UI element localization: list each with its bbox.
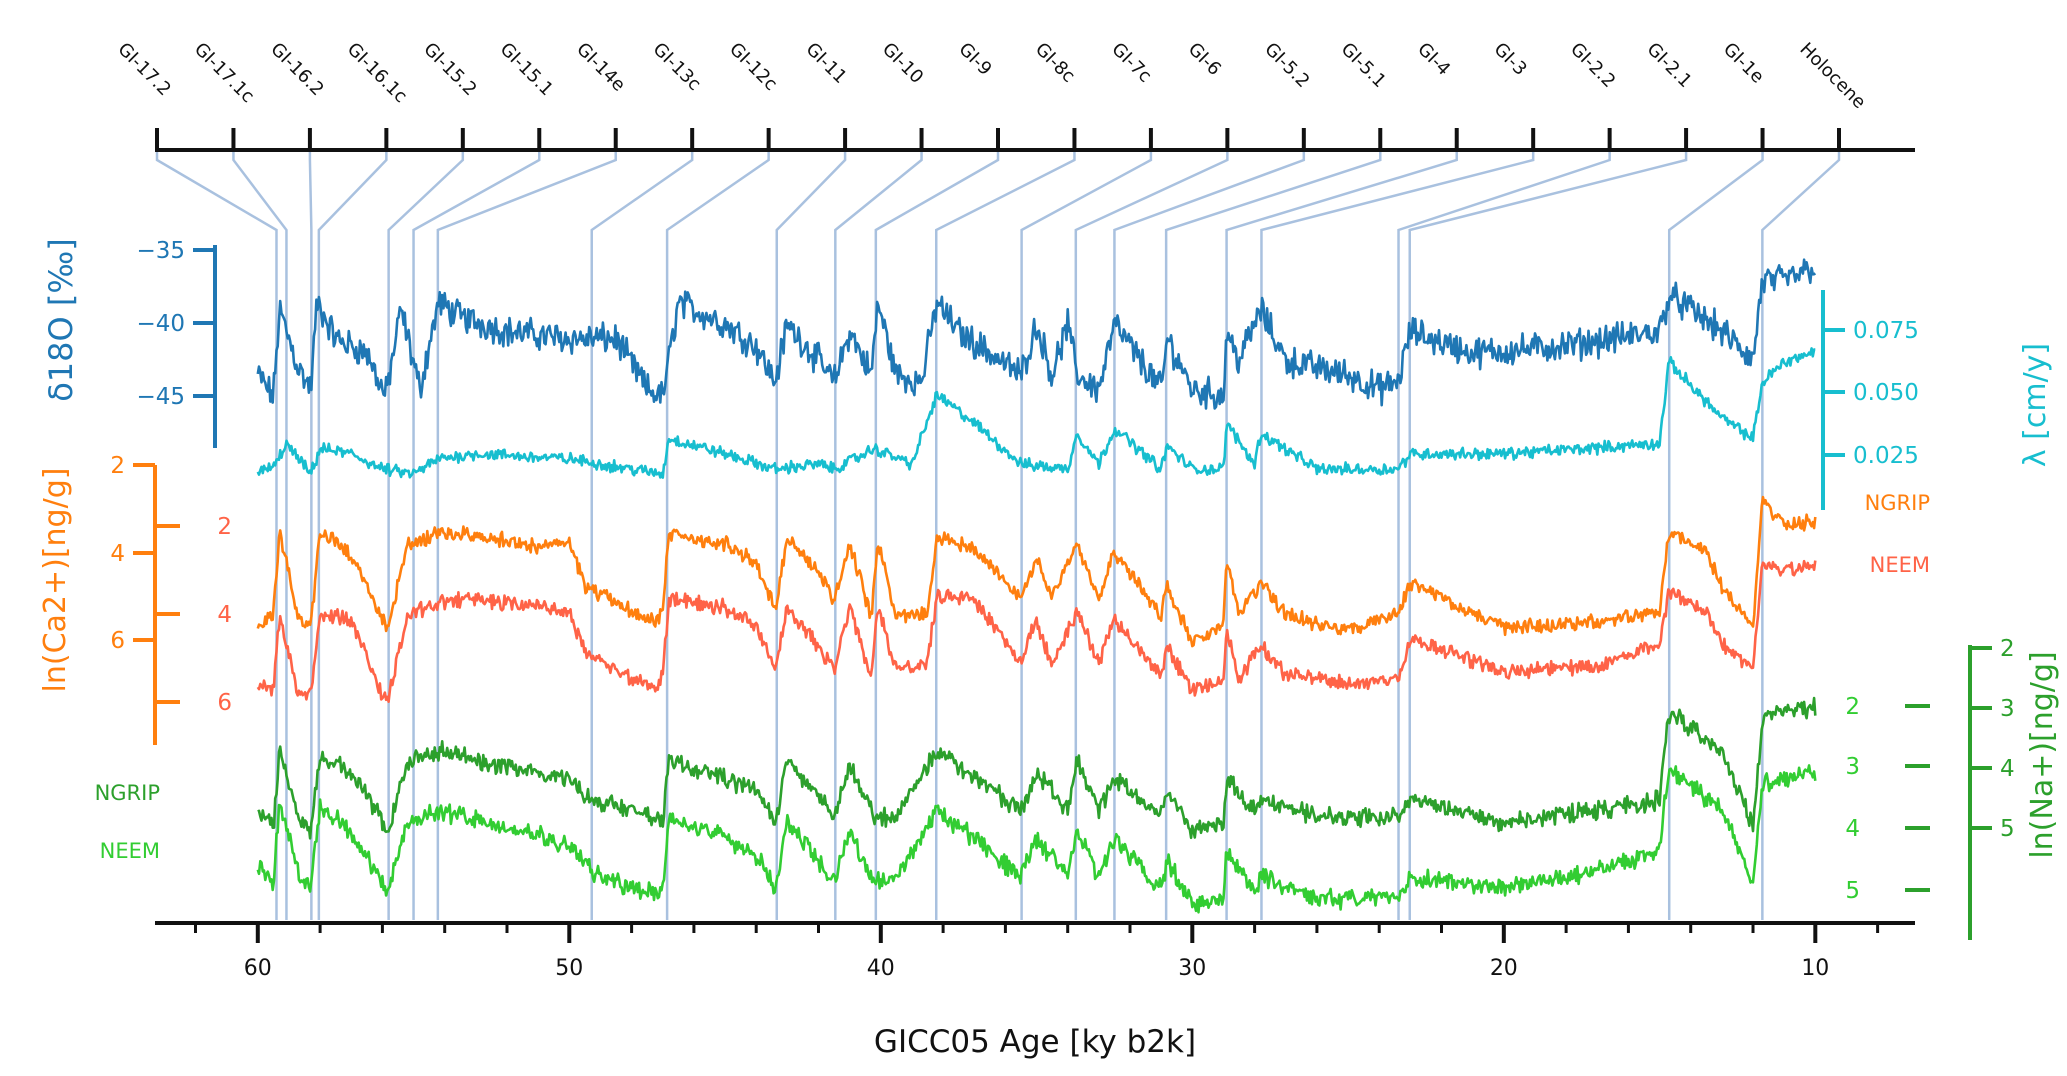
y-tick-label-na: 3 xyxy=(2000,696,2015,722)
event-label: GI-15.2 xyxy=(419,39,480,100)
event-connector xyxy=(317,150,388,920)
event-label: GI-16.2 xyxy=(266,39,327,100)
y-tick-label-d18o: −40 xyxy=(136,311,185,337)
event-label: GI-17.1c xyxy=(190,39,258,107)
y-inner-tick-label-na: 5 xyxy=(1845,878,1860,904)
event-label: GI-11 xyxy=(802,39,851,88)
event-connector xyxy=(1260,150,1535,920)
event-label: GI-14e xyxy=(572,39,629,96)
event-connector xyxy=(775,150,847,920)
y-tick-label-ca: 6 xyxy=(110,628,125,654)
y-inner-tick-label-ca: 2 xyxy=(217,514,232,540)
x-tick-label: 30 xyxy=(1178,956,1206,981)
event-label: GI-9 xyxy=(954,39,995,80)
x-tick-label: 50 xyxy=(555,956,583,981)
y-inner-tick-label-na: 3 xyxy=(1845,754,1860,780)
event-connector xyxy=(1113,150,1306,920)
y-tick-label-na: 2 xyxy=(2000,636,2015,662)
y-tick-label-ca: 2 xyxy=(110,453,125,479)
y-tick-label-ca: 4 xyxy=(110,541,125,567)
series-line-lambda-ngrip xyxy=(256,347,1816,479)
legend-label: NEEM xyxy=(100,839,160,863)
y-axes: −35 −40 −45 δ18O [‰] 0.075 0.050 0.025 λ [cm/y]… xyxy=(38,238,2060,940)
event-connector xyxy=(935,150,1076,920)
y-tick-label-lambda: 0.075 xyxy=(1853,318,1919,344)
y-axis-title-na: ln(Na+)[ng/g] xyxy=(2025,651,2060,858)
series-line-d18o-ngrip xyxy=(256,258,1817,410)
legend-label: NGRIP xyxy=(95,781,160,805)
event-connector xyxy=(1667,150,1764,920)
x-axis-label: GICC05 Age [ky b2k] xyxy=(874,1024,1196,1060)
event-label: GI-2.1 xyxy=(1643,39,1696,92)
event-connector xyxy=(412,150,541,920)
event-connector xyxy=(308,150,313,920)
event-connector xyxy=(590,150,694,920)
event-connector xyxy=(1761,150,1841,920)
y-tick-label-na: 5 xyxy=(2000,816,2015,842)
event-connector xyxy=(1408,150,1688,920)
event-label: GI-15.1 xyxy=(496,39,557,100)
legend-label: NGRIP xyxy=(1865,491,1930,515)
event-label: GI-4 xyxy=(1413,39,1454,80)
y-inner-tick-label-na: 2 xyxy=(1845,694,1860,720)
y-axis-title-lambda: λ [cm/y] xyxy=(2018,343,2053,467)
event-connector xyxy=(1397,150,1611,920)
y-inner-tick-label-ca: 6 xyxy=(217,690,232,716)
event-connector xyxy=(1020,150,1153,920)
y-tick-label-na: 4 xyxy=(2000,756,2015,782)
event-connector xyxy=(1164,150,1382,920)
event-connector xyxy=(1074,150,1229,920)
event-label: GI-16.1c xyxy=(343,39,411,107)
y-axis-title-d18o: δ18O [‰] xyxy=(42,238,80,402)
event-connector xyxy=(387,150,465,920)
series-line-na-ngrip xyxy=(257,696,1817,840)
y-tick-label-lambda: 0.025 xyxy=(1853,443,1919,469)
event-label: GI-1e xyxy=(1719,39,1768,88)
top-event-axis: GI-17.2 GI-17.1c GI-16.2 GI-16.1c GI-15.2 GI-… xyxy=(113,39,1915,152)
x-tick-label: 40 xyxy=(867,956,895,981)
event-label: Holocene xyxy=(1795,39,1869,113)
data-series xyxy=(256,258,1817,914)
event-connector xyxy=(834,150,923,920)
y-axis-title-ca: ln(Ca2+)[ng/g] xyxy=(38,468,73,693)
series-line-ca-ngrip xyxy=(256,495,1817,648)
event-connector xyxy=(436,150,617,920)
y-inner-tick-label-na: 4 xyxy=(1845,816,1860,842)
x-tick-label: 10 xyxy=(1801,956,1829,981)
event-label: GI-12c xyxy=(725,39,781,95)
event-label: GI-10 xyxy=(878,39,927,88)
y-tick-label-d18o: −35 xyxy=(136,238,185,264)
y-inner-tick-label-ca: 4 xyxy=(217,602,232,628)
x-tick-label: 20 xyxy=(1490,956,1518,981)
event-label: GI-17.2 xyxy=(113,39,174,100)
y-tick-label-lambda: 0.050 xyxy=(1853,380,1919,406)
event-label: GI-3 xyxy=(1490,39,1531,80)
y-tick-label-d18o: −45 xyxy=(136,384,185,410)
event-label: GI-6 xyxy=(1184,39,1225,80)
legend-label: NEEM xyxy=(1870,553,1930,577)
event-connector xyxy=(232,150,288,920)
event-label: GI-8c xyxy=(1031,39,1079,87)
x-tick-label: 60 xyxy=(244,956,272,981)
event-connector xyxy=(665,150,770,920)
event-label: GI-13c xyxy=(649,39,705,95)
event-label: GI-5.2 xyxy=(1260,39,1313,92)
x-axis: 60 50 40 30 20 10 xyxy=(155,921,1915,981)
event-label: GI-2.2 xyxy=(1566,39,1619,92)
series-line-ca-neem xyxy=(256,559,1817,704)
event-label: GI-7c xyxy=(1107,39,1155,87)
event-label: GI-5.1 xyxy=(1337,39,1390,92)
series-line-na-neem xyxy=(256,764,1817,914)
